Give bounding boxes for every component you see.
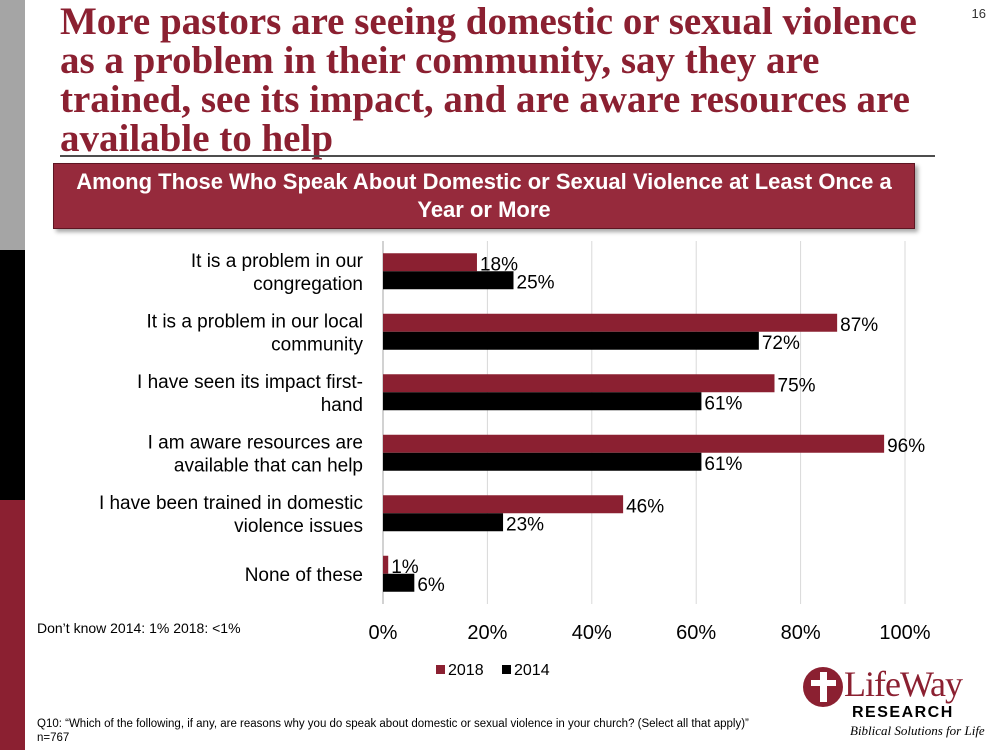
bar-2014 <box>383 271 514 290</box>
survey-question-note: Q10: “Which of the following, if any, ar… <box>37 718 749 744</box>
data-label-2018: 75% <box>778 375 816 396</box>
sidebar-gray-band <box>0 0 25 250</box>
x-tick-label: 100% <box>879 622 930 644</box>
bar-2018 <box>383 495 624 514</box>
bar-2018 <box>383 253 477 272</box>
bar-2018 <box>383 313 838 332</box>
data-label-2018: 46% <box>626 496 664 517</box>
x-tick-label: 40% <box>572 622 612 644</box>
data-label-2018: 18% <box>480 254 518 275</box>
category-label: available that can help <box>174 455 363 476</box>
category-label: It is a problem in our local <box>147 311 364 332</box>
lifeway-logo: LifeWay RESEARCH Biblical Solutions for … <box>800 664 990 744</box>
page-number: 16 <box>971 6 986 21</box>
category-label: I have been trained in domestic <box>99 493 363 514</box>
data-label-2018: 1% <box>391 557 419 578</box>
data-label-2018: 87% <box>840 315 878 336</box>
slide-title: More pastors are seeing domestic or sexu… <box>60 0 917 160</box>
category-label: I am aware resources are <box>148 432 363 453</box>
logo-tagline: Biblical Solutions for Life <box>850 723 985 738</box>
data-label-2014: 23% <box>506 514 544 535</box>
chart-subtitle: Among Those Who Speak About Domestic or … <box>76 169 892 222</box>
lifeway-cross-icon <box>803 667 843 707</box>
x-tick-label: 0% <box>369 622 398 644</box>
bar-2014 <box>383 573 415 592</box>
dont-know-footnote: Don’t know 2014: 1% 2018: <1% <box>37 620 241 636</box>
legend-label-2018: 2018 <box>448 662 484 679</box>
legend-swatch-2018 <box>436 665 445 674</box>
bar-2014 <box>383 513 504 532</box>
category-label: None of these <box>245 565 363 586</box>
chart-subtitle-box: Among Those Who Speak About Domestic or … <box>53 163 915 229</box>
logo-research-text: RESEARCH <box>852 704 954 721</box>
category-label: congregation <box>253 274 363 295</box>
bar-2014 <box>383 452 702 471</box>
category-label: hand <box>321 395 363 416</box>
sidebar-red-band <box>0 500 25 750</box>
data-label-2014: 61% <box>704 454 742 475</box>
logo-brand-text: LifeWay <box>844 664 963 704</box>
legend-swatch-2014 <box>502 665 511 674</box>
sidebar-black-band <box>0 250 25 500</box>
legend-label-2014: 2014 <box>514 662 550 679</box>
data-label-2014: 6% <box>417 575 445 596</box>
title-divider <box>60 155 935 157</box>
category-label: community <box>271 334 363 355</box>
category-label: violence issues <box>234 516 363 537</box>
bar-chart: 0% 20% 40% 60% 80% 100% It is a problem in our… <box>99 241 931 679</box>
bar-2018 <box>383 434 885 453</box>
category-label: I have seen its impact first- <box>137 372 363 393</box>
bar-2018 <box>383 374 775 393</box>
x-tick-label: 80% <box>781 622 821 644</box>
x-tick-label: 60% <box>676 622 716 644</box>
bar-2018 <box>383 555 389 574</box>
data-label-2014: 72% <box>762 333 800 354</box>
data-label-2014: 61% <box>704 393 742 414</box>
data-label-2018: 96% <box>887 436 925 457</box>
x-tick-label: 20% <box>467 622 507 644</box>
data-label-2014: 25% <box>517 272 555 293</box>
bar-2014 <box>383 392 702 411</box>
category-label: It is a problem in our <box>191 251 364 272</box>
bar-2014 <box>383 331 759 350</box>
